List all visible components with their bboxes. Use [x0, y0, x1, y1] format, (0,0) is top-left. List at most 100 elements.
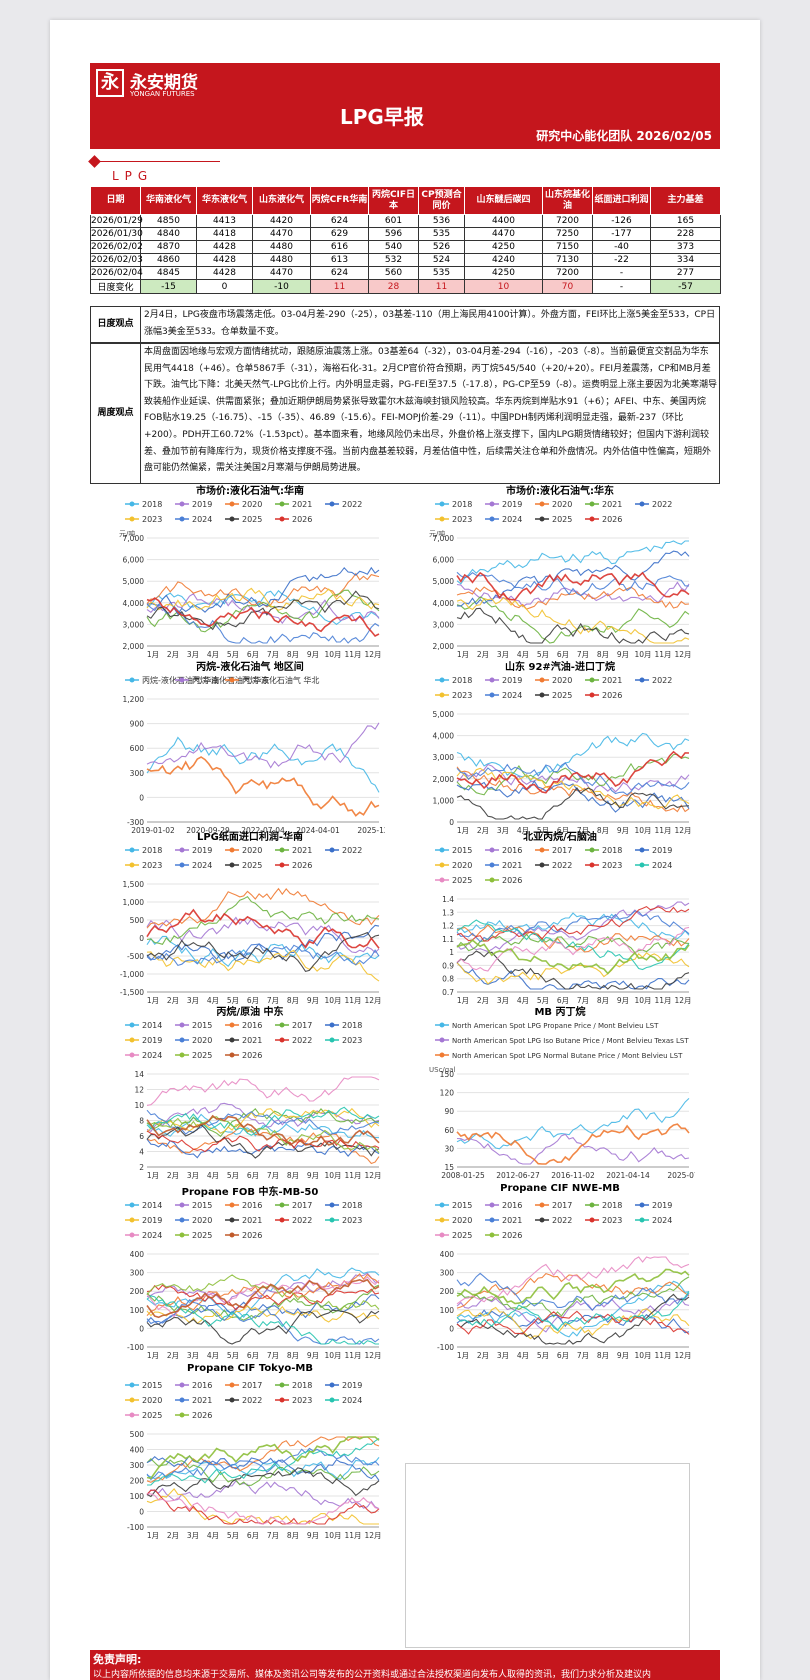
series-line [456, 607, 690, 644]
x-tick-label: 9月 [307, 996, 319, 1005]
legend-label: 2025 [242, 861, 262, 870]
y-tick-label: 200 [130, 1477, 145, 1486]
x-tick-label: 1月 [457, 996, 469, 1005]
legend-label: North American Spot LPG Iso Butane Price… [452, 1037, 689, 1045]
x-tick-label: 8月 [597, 996, 609, 1005]
x-tick-label: 2月 [167, 1351, 179, 1360]
column-header: 山东烷基化油 [542, 186, 593, 215]
table-cell: 624 [310, 214, 369, 228]
series-line [146, 1114, 380, 1146]
legend-label: 2026 [242, 1051, 262, 1060]
legend-label: 2022 [242, 1396, 262, 1405]
table-cell: 613 [310, 253, 369, 267]
legend-label: 2017 [242, 1381, 262, 1390]
legend-item: 2020 [435, 861, 472, 870]
y-tick-label: 30 [444, 1144, 454, 1153]
legend-item: 2015 [435, 846, 472, 855]
chart-panel: MB 丙丁烷 North American Spot LPG Propane Pr… [425, 1003, 695, 1183]
legend-item: 2020 [225, 846, 262, 855]
report-title: LPG早报 [340, 105, 424, 129]
series-line [456, 1256, 690, 1305]
legend-item: 2021 [485, 861, 522, 870]
y-tick-label: 14 [134, 1070, 144, 1079]
legend-item: 2019 [325, 1381, 362, 1390]
legend-label: 2021 [242, 1216, 262, 1225]
legend-label: 2018 [602, 846, 622, 855]
legend-label: 2023 [452, 691, 472, 700]
table-cell: 2026/01/29 [90, 214, 143, 228]
y-tick-label: 2 [139, 1163, 144, 1172]
series-line [146, 924, 380, 962]
legend-item: 2021 [485, 1216, 522, 1225]
weekly-view-text: 本周盘面因地缘与宏观方面情绪扰动，跟随原油震荡上涨。03基差64（-32），03… [144, 347, 717, 474]
legend-item: 2017 [275, 1201, 312, 1210]
series-line [146, 1076, 380, 1106]
series-line [456, 1291, 690, 1332]
table-cell: 373 [650, 240, 721, 254]
legend-label: 2021 [292, 500, 312, 509]
legend-label: 2018 [452, 500, 472, 509]
legend-item: 2026 [485, 1231, 522, 1240]
chart-plot: 2015 2016 2017 2018 2019 2020 2021 2022 2023 2024… [435, 1201, 692, 1360]
legend-item: 2023 [435, 691, 472, 700]
legend-item: 2023 [435, 515, 472, 524]
legend-item: 2018 [325, 1021, 362, 1030]
chart-title: 市场价:液化石油气:华南 [196, 486, 304, 497]
y-tick-label: -1,500 [120, 988, 144, 997]
legend-label: 2019 [192, 846, 212, 855]
x-tick-label: 5月 [227, 1171, 239, 1180]
legend-label: 2023 [602, 1216, 622, 1225]
change-cell: 70 [542, 279, 593, 294]
x-tick-label: 6月 [557, 826, 569, 835]
y-tick-label: 6 [139, 1132, 144, 1141]
legend-label: 2025 [242, 515, 262, 524]
series-line [146, 589, 380, 633]
y-tick-label: 1.4 [442, 895, 454, 904]
x-tick-label: 6月 [247, 650, 259, 659]
y-tick-label: 15 [444, 1163, 454, 1172]
x-tick-label: 8月 [287, 996, 299, 1005]
y-tick-label: 0 [139, 934, 144, 943]
legend-item: 2024 [635, 861, 672, 870]
disclaimer-title: 免责声明: [93, 1653, 142, 1666]
y-tick-label: 1.1 [442, 935, 454, 944]
series-line [456, 581, 690, 608]
series-line [146, 736, 380, 793]
legend-item: 2022 [635, 500, 672, 509]
legend-item: 2016 [225, 1201, 262, 1210]
y-tick-label: 0.8 [442, 975, 454, 984]
legend-item: 2021 [225, 1216, 262, 1225]
legend-label: 2024 [142, 1051, 162, 1060]
x-tick-label: 10月 [634, 996, 651, 1005]
legend-label: 2022 [652, 676, 672, 685]
legend-label: 2020 [242, 500, 262, 509]
table-cell: 2026/02/03 [90, 253, 143, 267]
x-tick-label: 2月 [167, 1171, 179, 1180]
y-tick-label: 4,000 [433, 599, 455, 608]
series-line [456, 787, 690, 820]
table-cell: 4840 [140, 227, 197, 241]
x-tick-label: 3月 [497, 650, 509, 659]
series-line [146, 1278, 380, 1319]
change-cell: - [592, 279, 651, 294]
y-tick-label: 0.9 [442, 961, 454, 970]
y-tick-label: 8 [139, 1117, 144, 1126]
x-tick-label: 2月 [477, 826, 489, 835]
series-line [456, 1268, 690, 1305]
legend-label: 丙烷-液化石油气 华北 [242, 675, 319, 685]
legend-label: North American Spot LPG Propane Price / … [452, 1022, 659, 1030]
report-header: 永 永安期货 YONGAN FUTURES LPG早报 研究中心能化团队 202… [90, 63, 720, 149]
legend-item: 2023 [275, 1396, 312, 1405]
legend-label: 2020 [192, 1036, 212, 1045]
legend-label: 2023 [142, 861, 162, 870]
x-tick-label: 3月 [497, 996, 509, 1005]
y-tick-label: 6,000 [433, 556, 455, 565]
y-tick-label: 7,000 [433, 534, 455, 543]
table-row: 2026/01/29 4850 4413 4420 624 601 536 4400 7200-… [90, 214, 721, 228]
legend-item: 2022 [635, 676, 672, 685]
table-cell: 334 [650, 253, 721, 267]
chart-plot: North American Spot LPG Propane Price / … [429, 1022, 695, 1180]
table-cell: 596 [368, 227, 419, 241]
y-tick-label: 6,000 [123, 556, 145, 565]
legend-item: 2026 [175, 1411, 212, 1420]
